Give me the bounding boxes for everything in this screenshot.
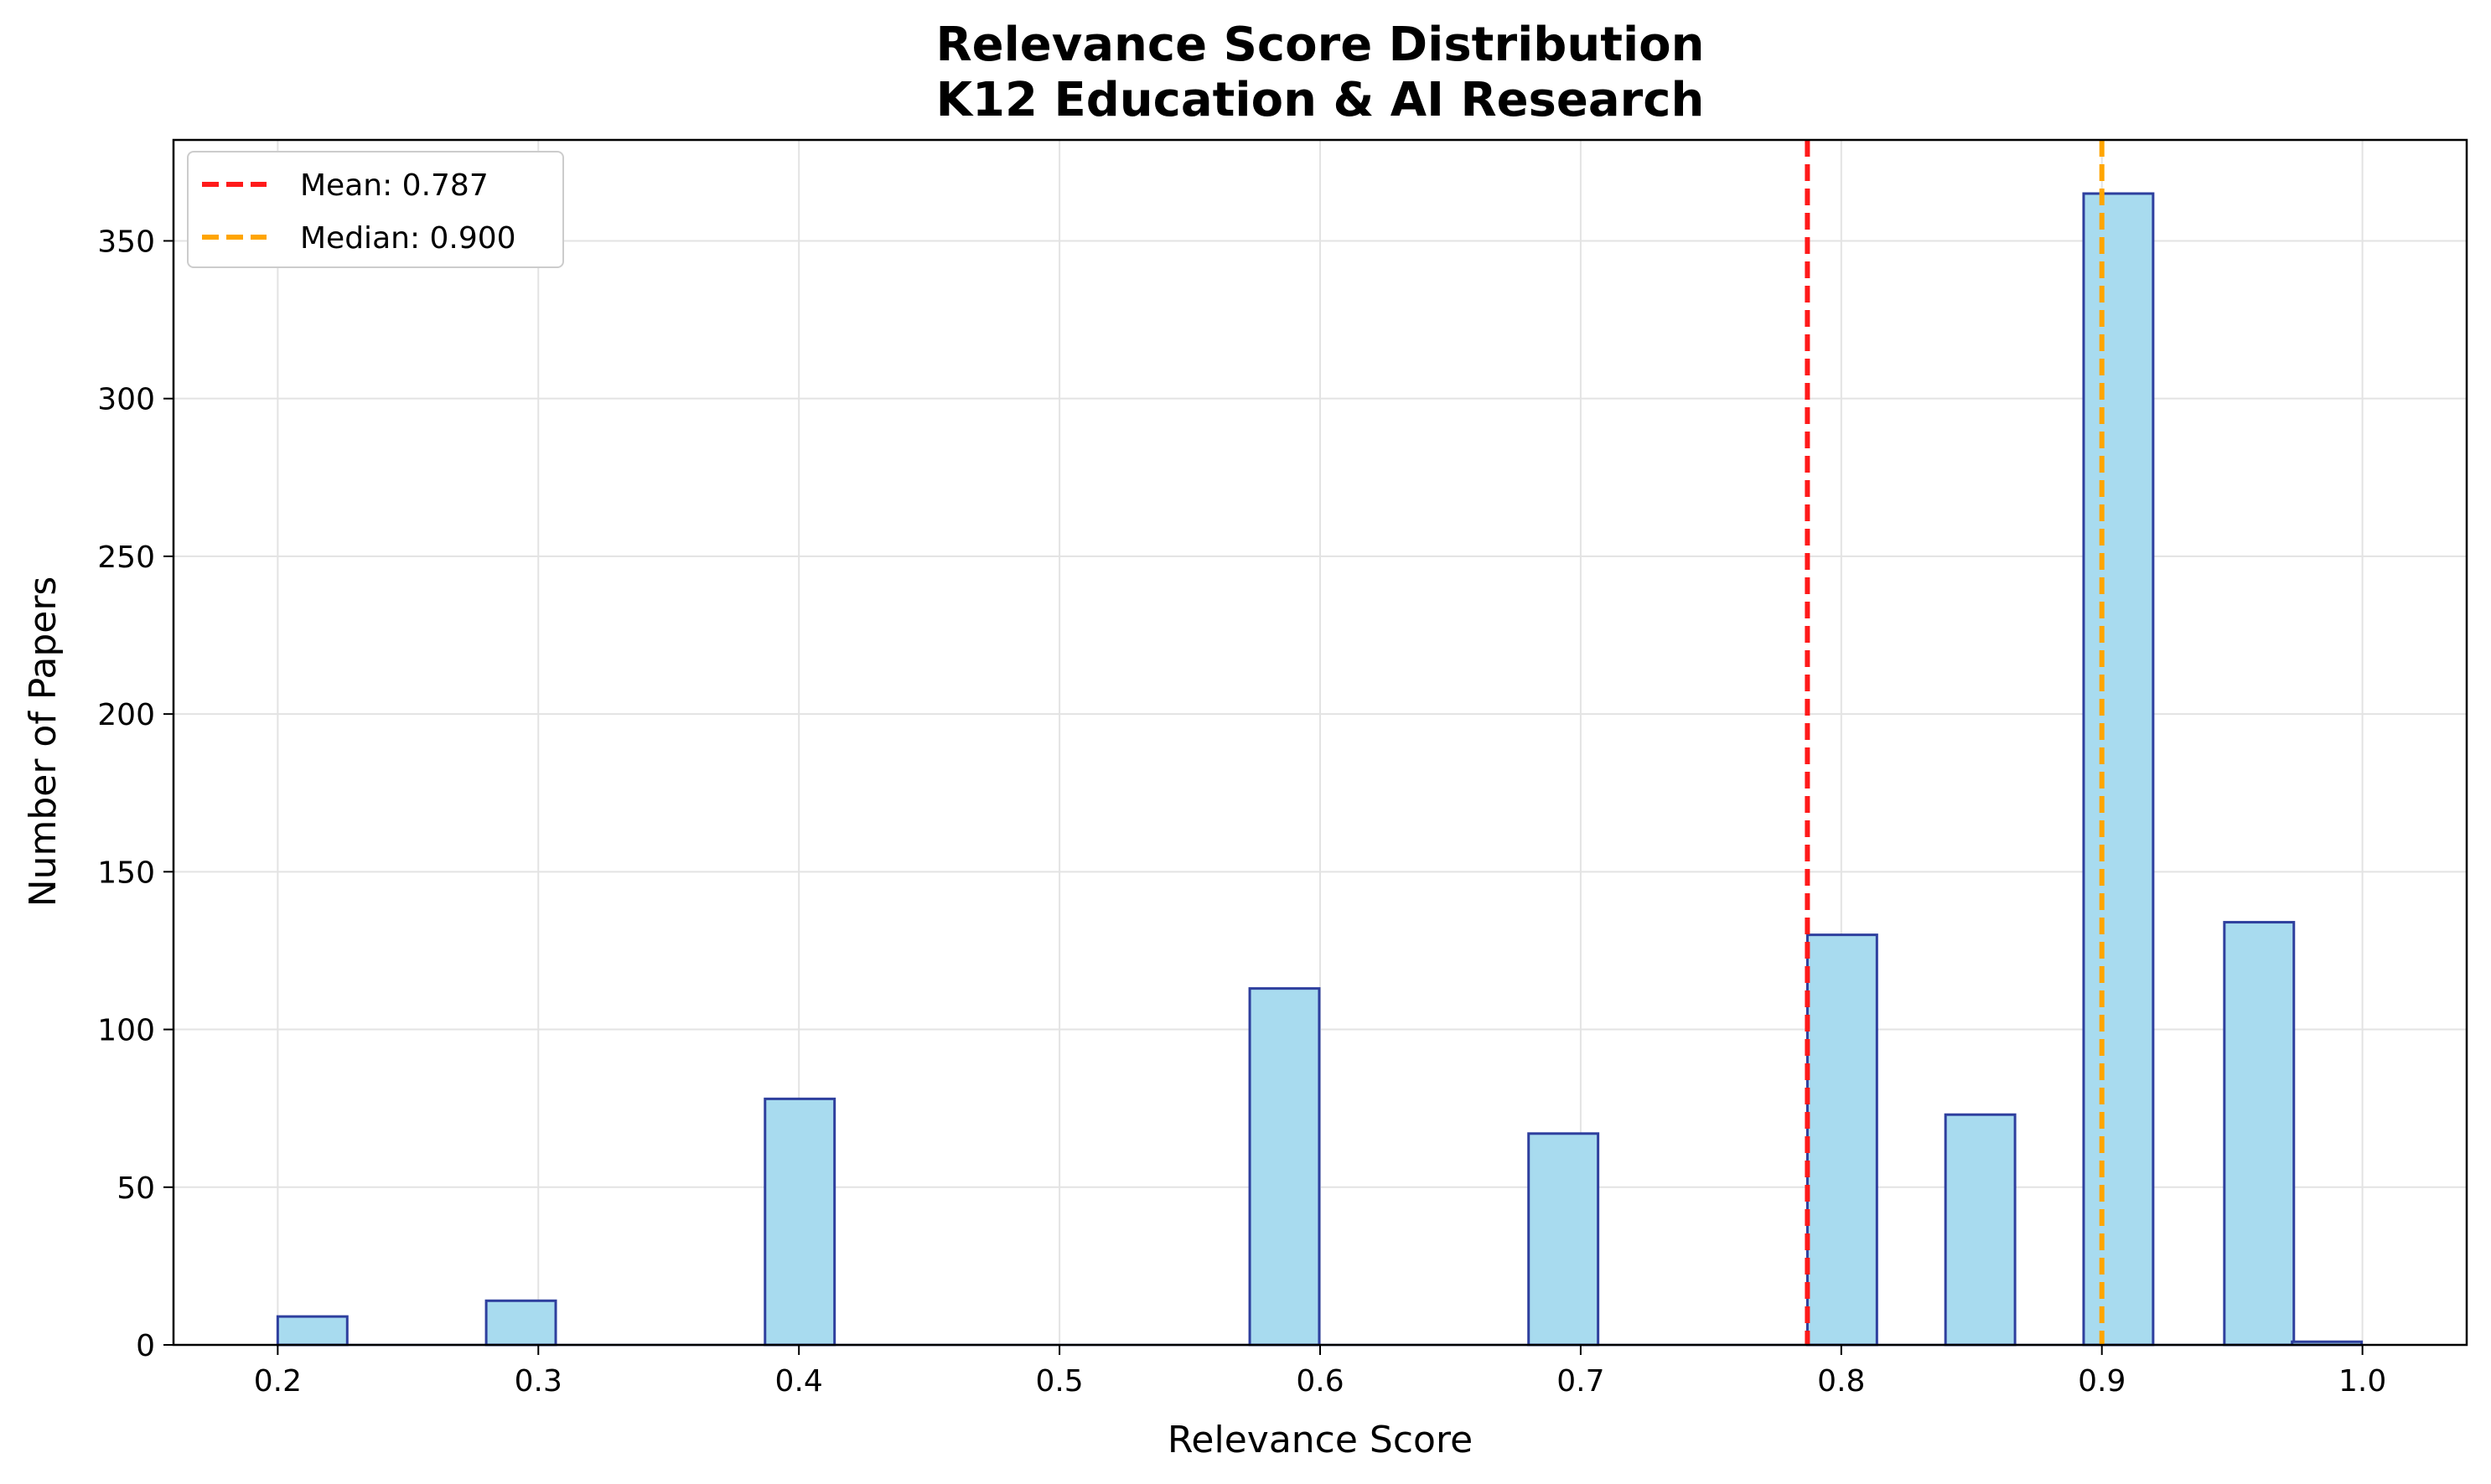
legend: Mean: 0.787 Median: 0.900 <box>187 151 564 268</box>
chart-title-line1: Relevance Score Distribution <box>935 18 1704 72</box>
x-tick-label: 0.9 <box>2078 1364 2126 1399</box>
reference-lines <box>1805 140 2105 1345</box>
y-tick-label: 250 <box>97 540 155 575</box>
y-tick-label: 50 <box>117 1171 155 1206</box>
x-tick-label: 0.5 <box>1035 1364 1083 1399</box>
histogram-bar <box>764 1097 836 1347</box>
x-tick-label: 0.7 <box>1556 1364 1604 1399</box>
x-tick-label: 1.0 <box>2338 1364 2386 1399</box>
x-tick-label: 0.2 <box>254 1364 302 1399</box>
histogram-bar <box>2223 921 2296 1347</box>
legend-label-mean: Mean: 0.787 <box>300 168 489 203</box>
x-axis-ticks: 0.2 0.3 0.4 0.5 0.6 0.7 0.8 0.9 1.0 <box>254 1345 2386 1399</box>
legend-label-median: Median: 0.900 <box>300 221 516 256</box>
y-tick-label: 100 <box>97 1014 155 1048</box>
y-axis-label: Number of Papers <box>22 577 65 907</box>
x-tick-label: 0.3 <box>515 1364 562 1399</box>
y-axis-ticks: 0 50 100 150 200 250 300 350 <box>97 225 173 1363</box>
x-tick-label: 0.8 <box>1817 1364 1865 1399</box>
y-tick-label: 0 <box>136 1329 155 1363</box>
y-tick-label: 150 <box>97 856 155 890</box>
y-tick-label: 200 <box>97 698 155 732</box>
histogram-bar <box>1248 987 1321 1347</box>
x-tick-label: 0.4 <box>775 1364 823 1399</box>
chart-title-line2: K12 Education & AI Research <box>936 73 1705 127</box>
histogram-bar <box>276 1315 349 1347</box>
histogram-bar <box>1527 1132 1600 1347</box>
x-axis-label: Relevance Score <box>1168 1419 1473 1461</box>
y-tick-label: 300 <box>97 383 155 417</box>
histogram-bar <box>484 1299 557 1347</box>
histogram-bar <box>1944 1113 2017 1347</box>
histogram-bar <box>2082 192 2155 1347</box>
histogram-bar <box>1805 933 1878 1347</box>
legend-box <box>187 151 564 268</box>
x-tick-label: 0.6 <box>1296 1364 1344 1399</box>
y-tick-label: 350 <box>97 225 155 259</box>
